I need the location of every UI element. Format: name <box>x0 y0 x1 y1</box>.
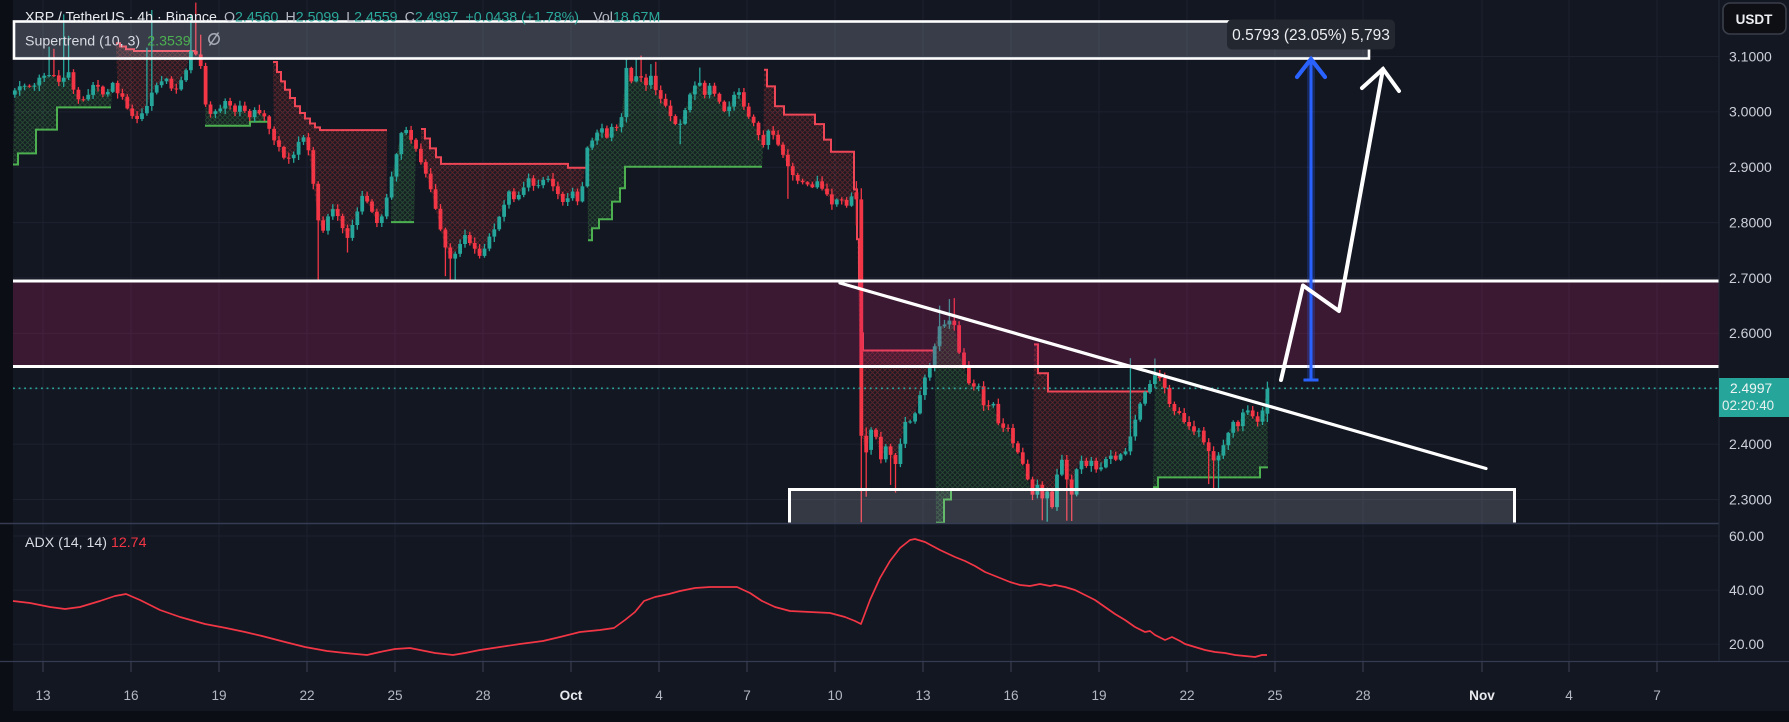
svg-text:13: 13 <box>915 688 930 703</box>
svg-text:Oct: Oct <box>560 688 583 703</box>
svg-text:28: 28 <box>1355 688 1370 703</box>
svg-text:10: 10 <box>827 688 843 703</box>
svg-text:16: 16 <box>1003 688 1018 703</box>
svg-text:25: 25 <box>387 688 402 703</box>
svg-text:XRP / TetherUS · 4h · Binance: XRP / TetherUS · 4h · Binance O2.4560 H2… <box>25 10 660 26</box>
svg-text:2.6000: 2.6000 <box>1729 325 1772 341</box>
svg-text:ADX (14, 14) 12.74: ADX (14, 14) 12.74 <box>25 535 147 551</box>
svg-text:16: 16 <box>123 688 138 703</box>
svg-text:Supertrend (10, 3) 2.3539: Supertrend (10, 3) 2.3539 <box>25 34 191 50</box>
svg-text:2.8000: 2.8000 <box>1729 214 1772 230</box>
svg-text:22: 22 <box>299 688 314 703</box>
svg-text:4: 4 <box>1565 688 1573 703</box>
svg-text:20.00: 20.00 <box>1729 636 1764 652</box>
svg-text:2.4997: 2.4997 <box>1730 381 1772 396</box>
svg-text:40.00: 40.00 <box>1729 582 1764 598</box>
svg-text:0.5793 (23.05%) 5,793: 0.5793 (23.05%) 5,793 <box>1232 27 1390 44</box>
svg-text:19: 19 <box>1091 688 1106 703</box>
svg-text:7: 7 <box>1653 688 1661 703</box>
svg-text:USDT: USDT <box>1736 12 1774 27</box>
svg-text:13: 13 <box>35 688 50 703</box>
svg-text:3.0000: 3.0000 <box>1729 104 1772 120</box>
svg-text:02:20:40: 02:20:40 <box>1722 398 1774 413</box>
svg-text:2.9000: 2.9000 <box>1729 159 1772 175</box>
svg-text:22: 22 <box>1179 688 1194 703</box>
svg-text:60.00: 60.00 <box>1729 528 1764 544</box>
svg-text:19: 19 <box>211 688 226 703</box>
svg-text:4: 4 <box>655 688 663 703</box>
svg-text:7: 7 <box>743 688 751 703</box>
svg-text:2.7000: 2.7000 <box>1729 270 1772 286</box>
svg-text:28: 28 <box>475 688 490 703</box>
svg-text:25: 25 <box>1267 688 1282 703</box>
svg-text:3.1000: 3.1000 <box>1729 48 1772 64</box>
svg-text:2.4000: 2.4000 <box>1729 436 1772 452</box>
svg-text:2.3000: 2.3000 <box>1729 491 1772 507</box>
svg-text:Nov: Nov <box>1469 688 1495 703</box>
